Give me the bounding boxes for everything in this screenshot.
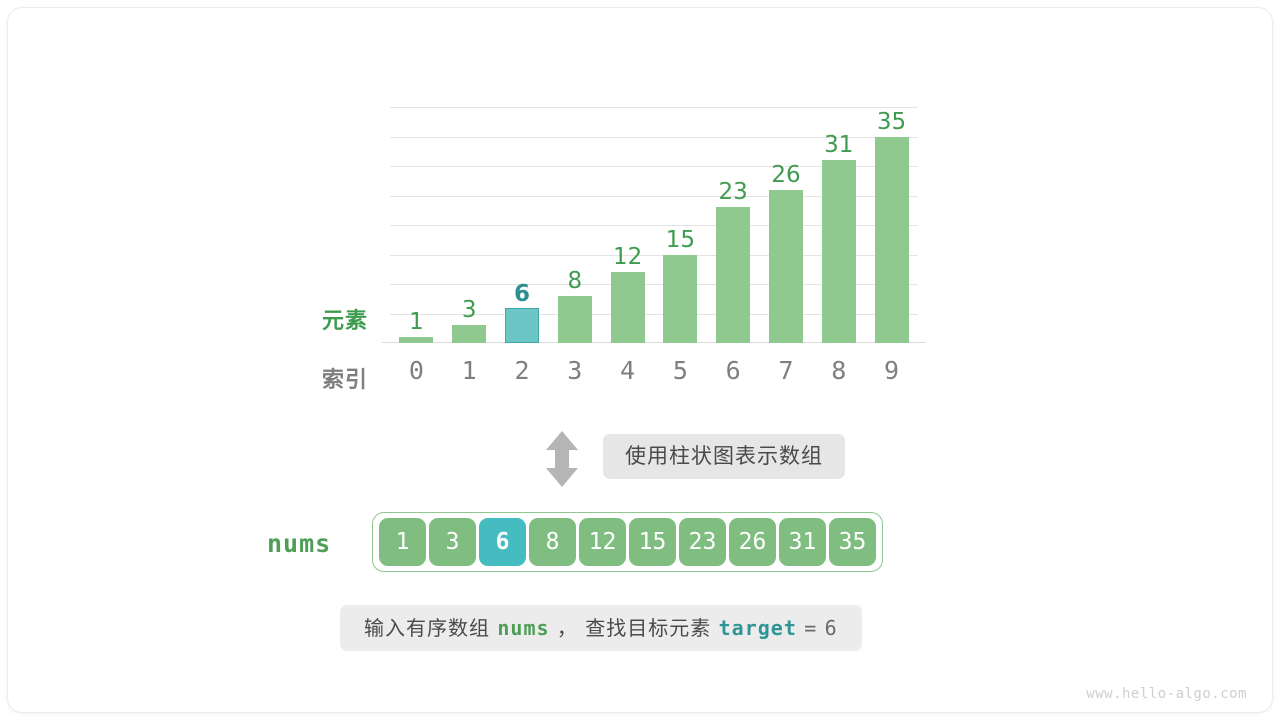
- bar-series: 1 3 6 8 12 15 23 26 31 35: [390, 107, 918, 343]
- bar-value-label: 1: [409, 309, 424, 336]
- bar-value-label: 31: [824, 132, 854, 159]
- bar-slot: 1: [390, 107, 443, 343]
- bar: 26: [768, 163, 803, 343]
- bar-value-label: 26: [771, 161, 801, 188]
- bar: 12: [610, 246, 645, 343]
- gridline: [390, 284, 918, 285]
- index-label: 7: [778, 356, 794, 385]
- index-axis-labels: 0 1 2 3 4 5 6 7 8 9: [390, 358, 918, 383]
- gridline: [390, 107, 918, 108]
- index-label: 5: [672, 356, 688, 385]
- bottom-caption: 输入有序数组 nums ， 查找目标元素 target = 6: [340, 605, 862, 651]
- bar-value-label: 8: [567, 267, 583, 294]
- array-cell: 23: [679, 518, 726, 566]
- bar-slot: 35: [865, 107, 918, 343]
- array-cell: 26: [729, 518, 776, 566]
- array-cell: 12: [579, 518, 626, 566]
- index-label: 3: [567, 356, 583, 385]
- gridline: [390, 225, 918, 226]
- bar-slot: 23: [707, 107, 760, 343]
- bar-slot: 8: [548, 107, 601, 343]
- index-row-label: 索引: [322, 368, 369, 393]
- bar-value-label: 15: [665, 226, 696, 253]
- bar-slot: 12: [601, 107, 654, 343]
- double-arrow-vertical-icon: [542, 430, 582, 488]
- index-label: 0: [408, 356, 424, 385]
- index-label: 1: [461, 356, 477, 385]
- watermark: www.hello-algo.com: [1086, 686, 1247, 702]
- bar-slot: 6: [496, 107, 549, 343]
- bar: 23: [716, 181, 751, 343]
- gridline: [390, 313, 918, 315]
- card-frame: [8, 8, 1272, 712]
- bar-slot: 3: [443, 107, 496, 343]
- bar-value-label: 6: [513, 280, 530, 307]
- gridline: [390, 166, 918, 167]
- bar-slot: 31: [812, 107, 865, 343]
- array-cell: 1: [379, 518, 426, 566]
- bar-highlighted: 6: [504, 282, 539, 343]
- array-container: 1 3 6 8 12 15 23 26 31 35: [372, 512, 883, 572]
- bar: 8: [557, 269, 592, 343]
- array-cell: 31: [779, 518, 826, 566]
- caption-text-1: 输入有序数组: [364, 616, 490, 640]
- index-label: 2: [514, 356, 530, 385]
- bar-value-label: 35: [876, 108, 907, 135]
- array-cell: 35: [829, 518, 876, 566]
- caption-text-2: 查找目标元素: [585, 616, 712, 640]
- gridline: [390, 136, 918, 138]
- array-cell: 15: [629, 518, 676, 566]
- array-cell: 3: [429, 518, 476, 566]
- bar: 31: [821, 134, 856, 343]
- bar: 1: [399, 311, 434, 343]
- caption-nums-token: nums: [497, 616, 550, 640]
- bar-chart: 1 3 6 8 12 15 23 26 31 35: [382, 107, 926, 343]
- x-axis-line: [382, 342, 926, 343]
- array-name-label: nums: [267, 529, 332, 558]
- element-row-label: 元素: [322, 309, 369, 334]
- index-label: 8: [831, 356, 847, 385]
- index-label: 4: [620, 356, 636, 385]
- gridline: [390, 195, 918, 197]
- index-label: 9: [884, 356, 900, 385]
- bar-slot: 15: [654, 107, 707, 343]
- caption-comma: ，: [556, 616, 578, 640]
- array-cell: 8: [529, 518, 576, 566]
- bar: 35: [874, 110, 909, 343]
- caption-target-token: target: [718, 616, 797, 640]
- bar: 15: [663, 228, 698, 343]
- caption-target-value: 6: [824, 616, 838, 640]
- bar-slot: 26: [760, 107, 813, 343]
- caption-equals: =: [804, 616, 818, 640]
- bar-value-label: 23: [718, 179, 748, 206]
- bar: 3: [452, 299, 487, 343]
- array-cell-highlighted: 6: [479, 518, 526, 566]
- bar-value-label: 12: [612, 244, 643, 271]
- index-label: 6: [725, 356, 741, 385]
- middle-caption: 使用柱状图表示数组: [603, 434, 845, 480]
- gridline: [390, 254, 918, 256]
- bar-value-label: 3: [461, 297, 477, 324]
